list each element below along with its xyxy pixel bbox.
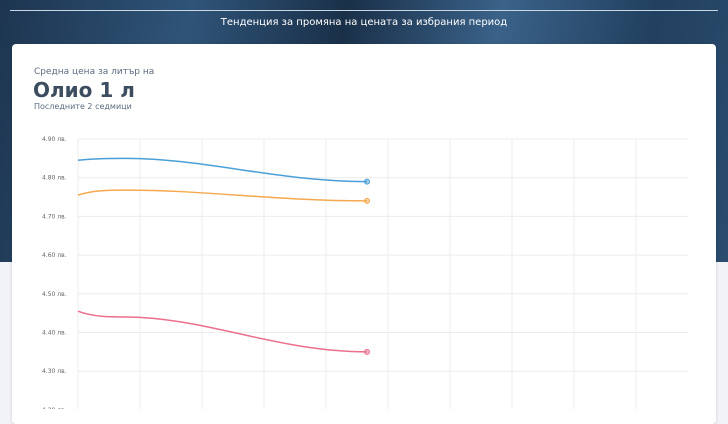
y-tick-label: 4.80 лв. [42,175,67,182]
y-tick-label: 4.90 лв. [42,136,67,143]
data-point [364,348,370,355]
period-label: Последните 2 седмици [34,102,132,111]
y-tick-label: 4.50 лв. [42,291,67,298]
data-point [364,178,370,185]
series-line [77,189,368,202]
divider [10,10,718,11]
price-chart: 4.90 лв. 4.80 лв. 4.70 лв. 4.60 лв. 4.50 лв.… [42,136,688,409]
price-card: Средна цена за литър на Олио 1 л Последн… [12,44,716,424]
section-title: Тенденция за промяна на цената за избран… [220,17,508,28]
y-tick-label: 4.70 лв. [42,213,67,220]
data-point [364,197,370,204]
y-tick-label: 4.20 лв. [42,407,67,409]
y-tick-label: 4.40 лв. [42,330,67,337]
y-tick-label: 4.60 лв. [42,252,67,259]
y-tick-label: 4.30 лв. [42,368,67,375]
card-subtitle: Средна цена за литър на [34,67,155,77]
product-title: Олио 1 л [33,78,135,102]
series-line [77,157,368,183]
series-line [77,310,368,353]
